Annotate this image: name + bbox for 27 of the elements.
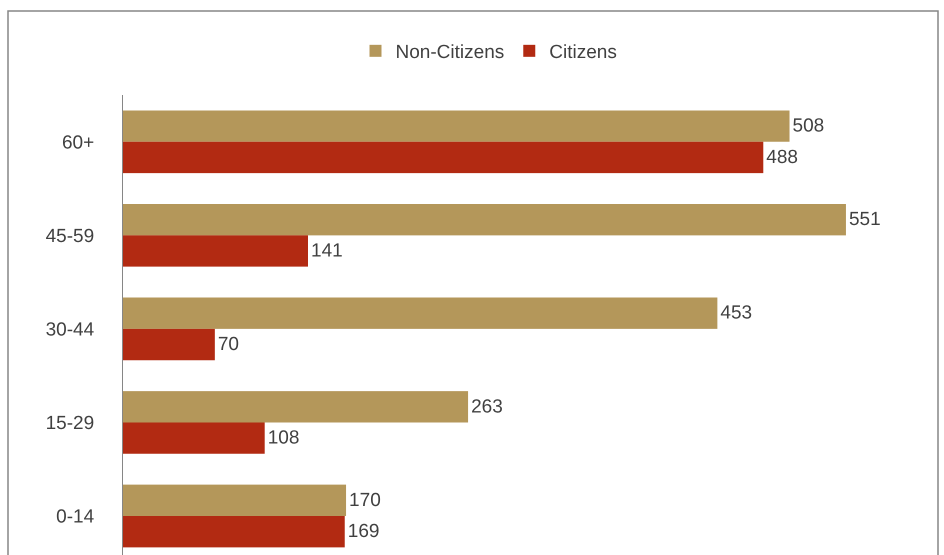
legend-label: Non-Citizens — [396, 42, 504, 64]
data-label: 453 — [720, 302, 752, 324]
legend-label: Citizens — [549, 42, 617, 64]
data-label: 551 — [848, 209, 881, 230]
bar — [123, 204, 846, 236]
data-label: 169 — [348, 521, 380, 542]
data-label: 141 — [311, 240, 343, 262]
y-tick-label: 30-44 — [46, 320, 95, 341]
data-label: 108 — [268, 428, 300, 449]
y-tick-label: 15-29 — [46, 413, 94, 434]
data-label: 170 — [349, 490, 381, 511]
bar — [123, 235, 308, 267]
bar — [123, 516, 345, 548]
y-tick-label: 60+ — [62, 132, 94, 154]
bar — [123, 422, 265, 454]
data-label: 70 — [218, 334, 239, 356]
bar — [123, 328, 215, 360]
data-label: 508 — [792, 116, 824, 137]
bar — [123, 110, 790, 142]
bar — [123, 484, 346, 516]
y-tick-label: 0-14 — [56, 506, 95, 528]
y-tick-label: 45-59 — [46, 226, 94, 247]
data-label: 263 — [471, 396, 503, 418]
data-label: 488 — [766, 146, 798, 168]
bar — [123, 298, 718, 329]
bar — [123, 142, 764, 174]
bar — [123, 391, 468, 422]
